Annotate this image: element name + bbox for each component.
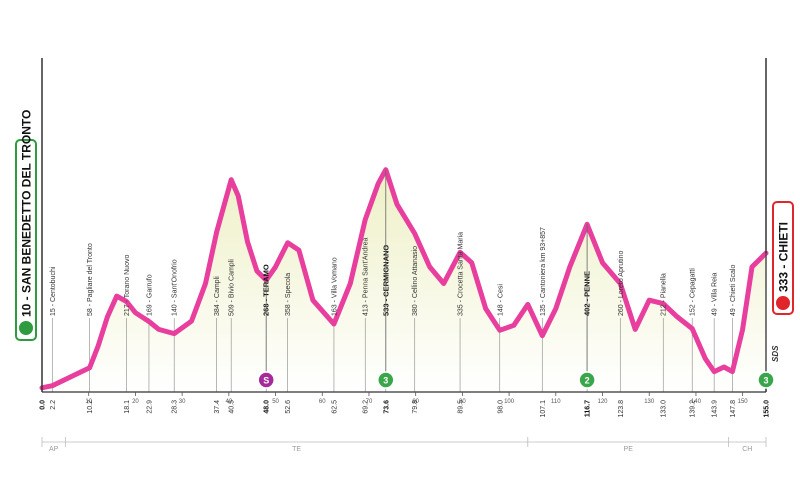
- km-label: 40.5: [229, 400, 236, 414]
- climb-marker: S: [257, 280, 275, 389]
- x-tick-label: 60: [319, 399, 326, 405]
- locality-label: 335 - Crocetta Santa Maria: [458, 232, 465, 316]
- km-label: 155.0: [764, 400, 771, 418]
- km-label: 0.0: [40, 400, 47, 410]
- locality-label: 135 - Cantoniera km 93+857: [540, 227, 547, 316]
- locality-label: 163 - Villa Vomano: [331, 257, 338, 316]
- x-tick-label: 120: [598, 399, 609, 405]
- start-box: 10 - SAN BENEDETTO DEL TRONTO: [15, 110, 37, 341]
- locality-label: 148 - Cesi: [497, 284, 504, 316]
- locality-label: 58 - Pagliare del Tronto: [87, 243, 94, 316]
- locality-label: 169 - Garrufo: [146, 274, 153, 316]
- finish-box-frame: [772, 201, 794, 315]
- x-tick-label: 100: [504, 399, 515, 405]
- km-label: 116.7: [585, 400, 592, 417]
- km-label: 37.4: [214, 400, 221, 414]
- region-label: TE: [292, 446, 301, 453]
- marker-circle: [257, 371, 275, 389]
- x-tick-label: 80: [412, 399, 419, 405]
- marker-label: 3: [383, 376, 388, 386]
- km-label: 62.5: [331, 400, 338, 414]
- x-tick-label: 110: [551, 399, 561, 405]
- marker-circle: [377, 371, 395, 389]
- marker-label: 2: [585, 376, 590, 386]
- region-label: CH: [742, 446, 752, 453]
- km-label: 147.8: [730, 400, 737, 418]
- km-label: 143.9: [712, 400, 719, 418]
- x-tick-label: 150: [738, 399, 749, 405]
- start-box-frame: [15, 139, 37, 341]
- locality-label: 260 - Loreto Aprutino: [618, 251, 625, 316]
- km-label: 123.8: [618, 400, 625, 418]
- locality-label: 380 - Cellino Attanasio: [412, 246, 419, 316]
- finish-flag-icon: [776, 296, 790, 310]
- x-tick-label: 130: [644, 399, 655, 405]
- start-label: 10 - SAN BENEDETTO DEL TRONTO: [20, 110, 34, 317]
- profile-line: [39, 167, 769, 391]
- locality-label: 49 - Chieti Scalo: [730, 265, 737, 316]
- finish-label: 333 - CHIETI: [777, 222, 791, 292]
- km-label: 48.0: [264, 400, 271, 414]
- marker-circle: [578, 371, 596, 389]
- marker-circle: [757, 371, 775, 389]
- locality-label: 49 - Villa Reia: [712, 272, 719, 316]
- km-label: 28.3: [172, 400, 179, 414]
- region-label: AP: [49, 446, 59, 453]
- km-label: 133.0: [661, 400, 668, 418]
- finish-box: 333 - CHIETI: [772, 201, 794, 315]
- x-tick-label: 30: [179, 399, 186, 405]
- locality-label: 413 - Penna Sant'Andrea: [363, 237, 370, 316]
- locality-label: 15 - Centobuchi: [50, 266, 57, 316]
- km-label: 2.2: [50, 400, 57, 410]
- locality-label: 140 - Sant'Onofrio: [172, 259, 179, 316]
- km-label: 89.5: [458, 400, 465, 414]
- sprint-marker: 2: [578, 224, 596, 389]
- x-tick-label: 10: [85, 399, 92, 405]
- km-label: 79.8: [412, 400, 419, 414]
- marker-label: S: [263, 376, 269, 386]
- x-tick-label: 90: [459, 399, 466, 405]
- km-label: 98.0: [497, 400, 504, 414]
- region-label: PE: [624, 446, 634, 453]
- locality-label: 212 - Pianella: [661, 273, 668, 316]
- x-tick-label: 40: [225, 399, 232, 405]
- locality-label: 358 - Specola: [285, 273, 292, 316]
- km-label: 10.2: [87, 400, 94, 414]
- x-tick-label: 70: [366, 399, 373, 405]
- sprint-marker: 3: [757, 253, 775, 389]
- x-tick-label: 20: [132, 399, 139, 405]
- km-label: 52.6: [285, 400, 292, 414]
- profile-area: [42, 169, 766, 392]
- km-label: 107.1: [540, 400, 547, 418]
- locality-label: 384 - Campli: [214, 276, 221, 316]
- start-flag-icon: [19, 321, 33, 335]
- locality-label: 217 - Torano Nuovo: [124, 255, 131, 316]
- km-label: 69.2: [363, 400, 370, 414]
- locality-label: 152 - Cepagatti: [690, 268, 697, 316]
- km-label: 18.1: [124, 400, 131, 414]
- marker-label: 3: [763, 376, 768, 386]
- km-label: 73.6: [383, 400, 390, 414]
- km-label: 22.9: [146, 400, 153, 414]
- x-tick-label: 50: [272, 399, 279, 405]
- locality-label: 509 - Bivio Campli: [229, 259, 236, 316]
- km-label: 139.2: [690, 400, 697, 418]
- sprint-marker: 3: [377, 169, 395, 389]
- x-tick-label: 140: [691, 399, 702, 405]
- sds-label: SDS: [771, 345, 780, 362]
